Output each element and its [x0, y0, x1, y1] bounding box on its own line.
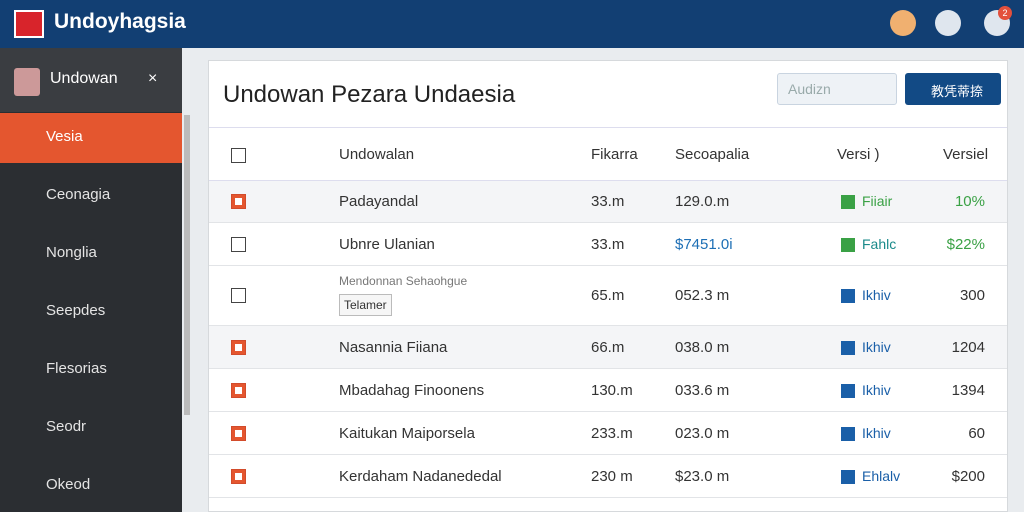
status-check — [841, 469, 855, 484]
secoapalia: $23.0 m — [675, 467, 730, 485]
badge: 2 — [998, 6, 1012, 20]
app-title: Undoyhagsia — [54, 10, 186, 33]
secoapalia: 129.0.m — [675, 193, 730, 210]
status-check — [841, 383, 855, 398]
search-input[interactable]: Audizn — [777, 73, 897, 105]
column-header[interactable]: Versi ) — [837, 146, 880, 163]
row-name: Kaitukan Maiporsela — [339, 424, 475, 442]
fikarra: 233.m — [591, 424, 633, 442]
notifications-icon[interactable] — [890, 10, 916, 36]
table-row[interactable]: Nasannia Fiiana 66.m 038.0 m Ikhiv 1204 — [209, 326, 1007, 369]
versiel: 60 — [968, 424, 985, 442]
row-checkbox[interactable] — [231, 425, 246, 441]
sidebar: Undowan × Vesia Ceonagia Nonglia Seepdes Fle… — [0, 48, 182, 512]
secoapalia: 038.0 m — [675, 338, 730, 356]
status-check — [841, 340, 855, 355]
nav-item[interactable]: Nonglia — [0, 229, 182, 279]
column-header[interactable]: Secoapalia — [675, 146, 750, 163]
row-checkbox[interactable] — [231, 236, 246, 252]
table-row[interactable]: Padayandal 33.m 129.0.m Fiiair 10% — [209, 181, 1007, 223]
row-name: Kerdaham Nadanededal — [339, 467, 502, 485]
versi: Ehlalv — [862, 467, 901, 484]
table-row[interactable]: Mbadahag Finoonens 130.m 033.6 m Ikhiv 1394 — [209, 369, 1007, 412]
nav-label: Seepdes — [46, 302, 106, 319]
table-row[interactable]: Mendonnan Sehaohgue Telamer 65.m 052.3 m Ikh… — [209, 266, 1007, 326]
row-checkbox[interactable] — [231, 194, 246, 209]
column-header[interactable]: Fikarra — [591, 146, 638, 163]
secoapalia: 052.3 m — [675, 287, 730, 304]
row-name: Ubnre Ulanian — [339, 235, 435, 253]
versiel: 1394 — [951, 381, 985, 399]
versi: Ikhiv — [862, 287, 891, 303]
logo[interactable] — [14, 10, 44, 38]
status-check — [841, 426, 855, 441]
versiel: $200 — [951, 467, 985, 485]
row-checkbox[interactable] — [231, 288, 246, 303]
nav-label: Vesia — [46, 128, 83, 145]
status-check — [841, 195, 855, 209]
fikarra: 130.m — [591, 381, 633, 399]
versiel: 300 — [959, 287, 985, 304]
versiel: 10% — [954, 193, 985, 210]
table-header: Undowalan Fikarra Secoapalia Versi ) Versiel — [209, 127, 1007, 181]
scrollbar[interactable] — [184, 115, 190, 415]
column-header[interactable]: Undowalan — [339, 146, 415, 163]
panel-title: Undowan Pezara Undaesia — [223, 81, 516, 108]
nav-label: Okeod — [46, 476, 91, 493]
nav-item[interactable]: Seepdes — [0, 287, 182, 337]
nav-label: Seodr — [46, 418, 87, 435]
nav-item[interactable]: Vesia — [0, 113, 182, 163]
row-name: Mendonnan Sehaohgue — [339, 274, 468, 288]
versi: Ikhiv — [862, 424, 891, 441]
nav-item[interactable]: Ceonagia — [0, 171, 182, 221]
secoapalia: $7451.0i — [675, 235, 733, 253]
nav-label: Flesorias — [46, 360, 107, 377]
table-row[interactable]: Ubnre Ulanian 33.m $7451.0i Fahlc $22% — [209, 223, 1007, 266]
versi: Ikhiv — [862, 381, 891, 398]
fikarra: 230 m — [591, 467, 633, 485]
table-row[interactable]: Kerdaham Nadanededal 230 m $23.0 m Ehlalv $2… — [209, 455, 1007, 498]
row-name: Padayandal — [339, 193, 419, 210]
top-bar: Undoyhagsia 2 — [0, 0, 1024, 48]
fikarra: 33.m — [591, 235, 625, 253]
nav-label: Ceonagia — [46, 186, 111, 203]
panel: Undowan Pezara Undaesia Audizn 教凭蒂捺 Undo… — [208, 60, 1008, 512]
profile-icon[interactable] — [935, 10, 961, 36]
row-checkbox[interactable] — [231, 339, 246, 355]
search-button[interactable]: 教凭蒂捺 — [905, 73, 1001, 105]
versi: Fiiair — [862, 193, 893, 209]
select-all[interactable] — [231, 148, 246, 163]
row-checkbox[interactable] — [231, 382, 246, 398]
secoapalia: 023.0 m — [675, 424, 730, 442]
versi: Ikhiv — [862, 338, 891, 355]
versi: Fahlc — [862, 235, 897, 252]
row-select[interactable]: Telamer — [339, 294, 392, 316]
column-header[interactable]: Versiel — [943, 146, 989, 163]
nav-item[interactable]: Seodr — [0, 403, 182, 453]
fikarra: 66.m — [591, 338, 625, 356]
user-box: Undowan × — [0, 48, 182, 112]
close-button[interactable]: × — [148, 70, 158, 87]
row-name: Nasannia Fiiana — [339, 338, 448, 356]
nav-label: Nonglia — [46, 244, 97, 261]
row-name: Mbadahag Finoonens — [339, 381, 485, 399]
user-name: Undowan — [50, 70, 118, 87]
row-checkbox[interactable] — [231, 468, 246, 484]
fikarra: 33.m — [591, 193, 625, 210]
nav-item[interactable]: Flesorias — [0, 345, 182, 395]
versiel: 1204 — [951, 338, 985, 356]
status-check — [841, 237, 855, 252]
avatar — [14, 68, 40, 96]
status-check — [841, 289, 855, 303]
fikarra: 65.m — [591, 287, 625, 304]
table-row[interactable]: Kaitukan Maiporsela 233.m 023.0 m Ikhiv 60 — [209, 412, 1007, 455]
nav-item[interactable]: Okeod — [0, 461, 182, 511]
secoapalia: 033.6 m — [675, 381, 730, 399]
versiel: $22% — [946, 235, 985, 253]
